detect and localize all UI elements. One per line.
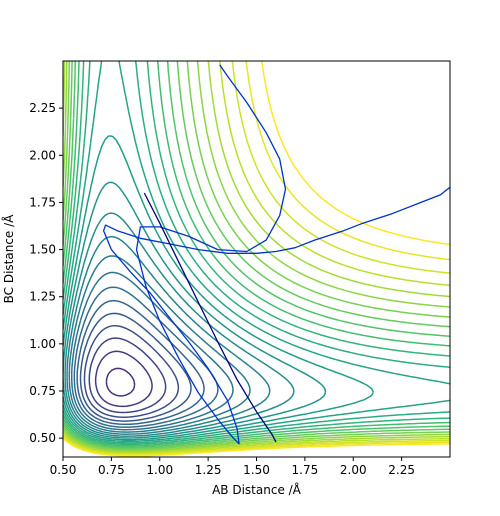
contour-level: [63, 61, 450, 450]
contour-level: [79, 312, 192, 422]
contour-level: [64, 212, 295, 437]
x-axis-label: AB Distance /Å: [212, 482, 302, 497]
contour-level: [63, 61, 450, 446]
x-tick-label: 1.00: [146, 463, 173, 477]
contour-lines: [63, 61, 450, 457]
y-tick-label: 1.75: [29, 195, 56, 209]
trajectory-lines: [102, 64, 450, 445]
contour-level: [83, 324, 180, 419]
x-tick-label: 2.25: [388, 463, 415, 477]
x-tick-label: 1.25: [195, 463, 222, 477]
contour-level: [63, 61, 450, 454]
contour-level: [88, 337, 167, 414]
contour-level: [68, 255, 251, 433]
x-tick-label: 2.00: [340, 463, 367, 477]
contour-level: [63, 61, 450, 443]
y-axis-label: BC Distance /Å: [1, 214, 16, 304]
contour-level: [66, 235, 271, 435]
contour-level: [63, 61, 450, 456]
contour-level: [63, 61, 450, 451]
contour-level: [63, 61, 450, 457]
contour-level: [63, 61, 450, 452]
contour-level: [63, 181, 327, 439]
y-tick-label: 1.00: [29, 337, 56, 351]
contour-level: [63, 61, 450, 448]
trajectory-line: [143, 192, 277, 443]
contour-level: [63, 61, 450, 447]
contour-level: [73, 286, 219, 428]
contour-level: [105, 367, 136, 397]
y-tick-label: 2.25: [29, 101, 56, 115]
x-tick-label: 0.75: [98, 463, 125, 477]
x-tick-label: 0.50: [50, 463, 77, 477]
y-tick-label: 0.50: [29, 431, 56, 445]
contour-level: [70, 271, 234, 431]
contour-level: [63, 61, 450, 444]
contour-level: [63, 135, 375, 441]
contour-level: [76, 299, 205, 426]
y-tick-label: 2.00: [29, 148, 56, 162]
y-tick-label: 0.75: [29, 384, 56, 398]
y-tick-label: 1.50: [29, 243, 56, 257]
y-tick-label: 1.25: [29, 290, 56, 304]
x-tick-label: 1.75: [292, 463, 319, 477]
x-tick-label: 1.50: [243, 463, 270, 477]
contour-level: [94, 350, 153, 408]
x-axis-ticks: 0.50 0.75 1.00 1.25 1.50 1.75 2.00 2.25: [50, 457, 415, 477]
y-axis-ticks: 0.50 0.75 1.00 1.25 1.50 1.75 2.00 2.25: [29, 101, 63, 445]
trajectory-line: [102, 64, 450, 445]
contour-level: [63, 61, 450, 453]
